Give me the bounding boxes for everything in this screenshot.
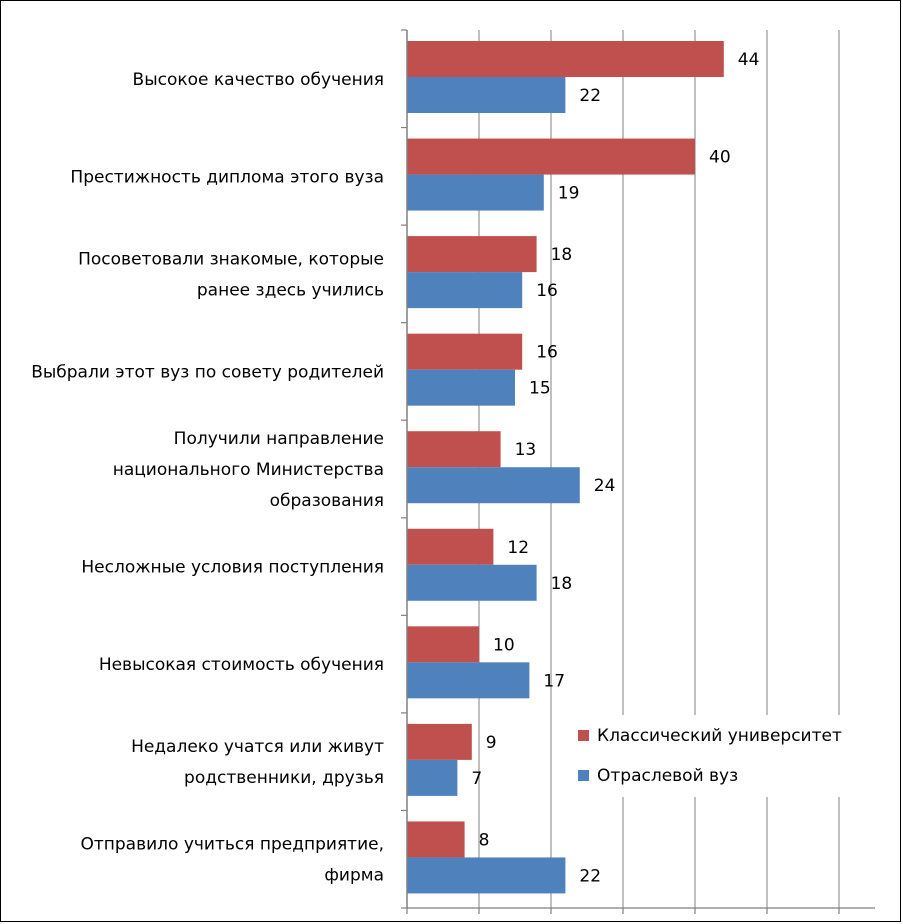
bar-series1-cat5 — [407, 564, 537, 601]
category-label-1-line0: Престижность диплома этого вуза — [70, 167, 384, 187]
category-label-4-line0: Получили направление — [174, 429, 384, 449]
bar-series1-cat6 — [407, 662, 530, 699]
category-label-7-line1: родственники, друзья — [184, 768, 384, 788]
category-label-8-line0: Отправило учиться предприятие, — [80, 835, 384, 855]
data-label-series0-cat6: 10 — [493, 635, 515, 655]
bar-series1-cat1 — [407, 174, 544, 211]
data-label-series1-cat3: 15 — [529, 379, 551, 399]
bar-series0-cat5 — [407, 528, 494, 565]
data-label-series1-cat7: 7 — [471, 769, 482, 789]
bar-series1-cat2 — [407, 272, 523, 309]
legend-box — [565, 715, 865, 797]
bar-series0-cat4 — [407, 431, 501, 468]
data-label-series0-cat2: 18 — [551, 245, 573, 265]
legend-label-0: Классический университет — [597, 726, 842, 746]
category-label-8-line1: фирма — [324, 866, 384, 886]
data-label-series1-cat0: 22 — [579, 86, 601, 106]
category-label-5-line0: Несложные условия поступления — [81, 558, 384, 578]
category-label-4-line1: национального Министерства — [113, 460, 384, 480]
data-label-series0-cat8: 8 — [479, 830, 490, 850]
data-label-series0-cat0: 44 — [738, 50, 760, 70]
bar-series0-cat7 — [407, 723, 472, 760]
category-label-6-line0: Невысокая стоимость обучения — [99, 655, 384, 675]
bar-series1-cat4 — [407, 467, 580, 504]
bar-series0-cat1 — [407, 138, 695, 175]
legend-swatch-0 — [578, 730, 589, 741]
bar-series1-cat7 — [407, 759, 458, 796]
category-label-4-line2: образования — [270, 491, 384, 511]
category-label-2-line1: ранее здесь учились — [197, 280, 384, 300]
bar-series1-cat3 — [407, 369, 515, 406]
data-label-series1-cat5: 18 — [551, 574, 573, 594]
legend-swatch-1 — [578, 770, 589, 781]
legend-label-1: Отраслевой вуз — [597, 766, 738, 786]
bar-series0-cat3 — [407, 333, 523, 370]
data-label-series1-cat4: 24 — [594, 476, 616, 496]
data-label-series1-cat6: 17 — [543, 671, 565, 691]
category-label-2-line0: Посоветовали знакомые, которые — [78, 249, 384, 269]
data-label-series0-cat7: 9 — [486, 733, 497, 753]
bar-series1-cat8 — [407, 857, 566, 894]
category-label-7-line0: Недалеко учатся или живут — [131, 737, 384, 757]
bar-series0-cat0 — [407, 41, 724, 77]
data-label-series0-cat5: 12 — [507, 538, 529, 558]
category-label-0-line0: Высокое качество обучения — [133, 70, 384, 90]
bar-series0-cat2 — [407, 236, 537, 273]
data-label-series1-cat8: 22 — [579, 866, 601, 886]
bar-series0-cat6 — [407, 626, 479, 663]
data-label-series0-cat4: 13 — [515, 440, 537, 460]
data-label-series0-cat1: 40 — [709, 148, 731, 168]
data-label-series1-cat2: 16 — [536, 281, 558, 301]
data-label-series1-cat1: 19 — [558, 184, 580, 204]
bar-series1-cat0 — [407, 77, 566, 113]
bar-series0-cat8 — [407, 821, 465, 858]
data-label-series0-cat3: 16 — [536, 343, 558, 363]
category-label-3-line0: Выбрали этот вуз по совету родителей — [31, 362, 384, 382]
